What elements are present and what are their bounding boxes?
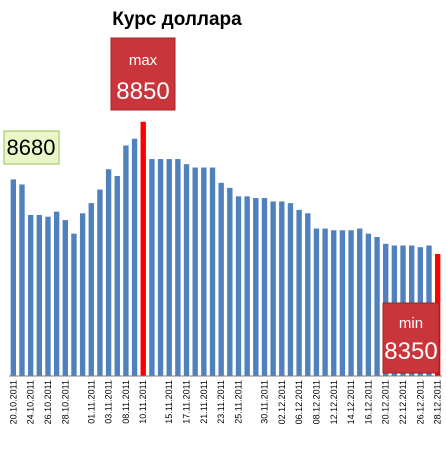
bar-13.12.2011 [339,230,346,376]
bar-02.12.2011 [279,201,285,376]
bar-25.10.2011 [36,214,42,376]
bar-25.11.2011 [235,196,242,376]
x-tick-label: 15.11.2011 [164,380,174,424]
bar-08.12.2011 [313,228,320,376]
x-tick-labels: 20.10.2011 24.10.2011 26.10.2011 28.10.2011… [8,380,442,424]
x-tick-label: 08.11.2011 [121,380,131,424]
x-tick-label: 03.11.2011 [104,380,114,424]
x-tick-label: 26.12.2011 [415,380,425,424]
x-tick-label: 10.11.2011 [138,380,148,424]
bar-11.11.2011 [149,159,155,376]
bar-10.11.2011 [140,121,146,376]
bar-09.11.2011 [131,138,138,376]
bar-17.11.2011 [183,164,190,376]
bar-08.11.2011 [123,145,129,376]
bar-02.11.2011 [97,189,103,376]
x-tick-label: 20.12.2011 [381,380,391,424]
bar-26.10.2011 [45,216,51,376]
x-tick-label: 24.10.2011 [26,380,36,424]
bar-16.12.2011 [365,233,372,376]
x-tick-label: 25.11.2011 [233,380,243,424]
x-tick-label: 20.10.2011 [8,380,18,424]
bar-18.11.2011 [192,167,198,376]
bar-21.10.2011 [19,184,25,376]
bar-28.11.2011 [244,196,250,376]
bar-16.11.2011 [175,159,181,376]
bar-14.12.2011 [348,230,354,376]
x-tick-label: 16.12.2011 [363,380,373,424]
x-tick-label: 28.10.2011 [60,380,70,424]
max-callout-label: max [129,52,158,69]
bar-31.10.2011 [79,213,86,376]
x-tick-label: 12.12.2011 [329,380,339,424]
bar-27.10.2011 [53,211,60,376]
x-tick-label: 01.11.2011 [86,380,96,424]
x-tick-label: 02.12.2011 [277,380,287,424]
max-callout: max 8850 [110,37,176,111]
min-callout: min 8350 [382,302,440,374]
x-tick-label: 14.12.2011 [346,380,356,424]
bar-24.11.2011 [227,187,233,376]
bar-29.11.2011 [253,198,259,376]
bar-20.10.2011 [10,179,17,376]
max-callout-box [110,37,176,111]
bar-23.11.2011 [218,182,224,376]
x-tick-label: 23.11.2011 [216,380,226,424]
x-tick-label: 26.10.2011 [43,380,53,424]
bar-01.11.2011 [88,203,94,376]
x-tick-label: 30.11.2011 [259,380,269,424]
bar-19.12.2011 [374,237,380,376]
bar-12.12.2011 [331,230,337,376]
max-callout-value: 8850 [116,78,169,105]
bar-04.11.2011 [114,176,120,376]
min-callout-label: min [399,315,423,332]
bars-group [10,121,441,376]
min-callout-value: 8350 [384,338,437,365]
x-tick-label: 22.12.2011 [398,380,408,424]
start-callout-value: 8680 [7,135,56,160]
bar-01.12.2011 [270,201,276,376]
bar-09.12.2011 [322,228,328,376]
bar-21.11.2011 [201,167,207,376]
x-tick-label: 21.11.2011 [199,380,209,424]
bar-05.12.2011 [287,203,294,376]
bar-30.11.2011 [261,198,268,376]
bar-07.12.2011 [305,213,311,376]
bar-15.12.2011 [357,228,363,376]
start-callout-box [3,130,60,165]
bar-15.11.2011 [166,159,172,376]
bar-14.11.2011 [157,159,164,376]
bar-06.12.2011 [296,209,302,376]
bar-24.10.2011 [27,214,34,376]
start-callout: 8680 [3,130,60,165]
x-tick-label: 28.12.2011 [433,380,443,424]
bar-28.10.2011 [62,220,68,376]
x-tick-label: 17.11.2011 [182,380,192,424]
x-tick-label: 08.12.2011 [311,380,321,424]
chart-title: Курс доллара [112,9,242,30]
bar-03.11.2011 [105,169,112,376]
min-callout-box [382,302,440,374]
x-tick-label: 06.12.2011 [294,380,304,424]
bar-22.11.2011 [209,167,216,376]
bar-29.10.2011 [71,233,77,376]
